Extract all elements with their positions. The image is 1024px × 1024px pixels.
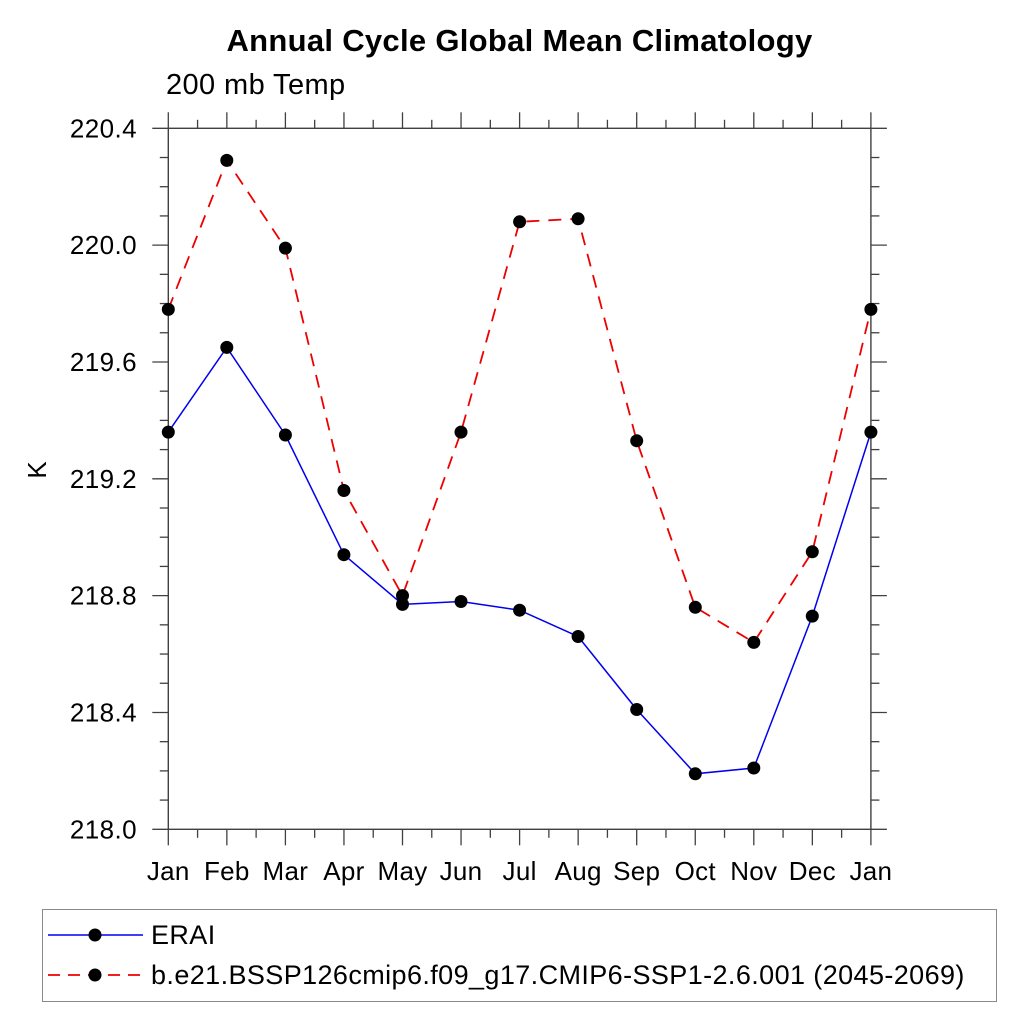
data-point-marker [688,767,702,781]
y-tick-label: 218.0 [70,814,137,844]
y-tick-label: 220.4 [70,113,137,143]
y-tick-label: 219.2 [70,464,137,494]
data-point-marker [864,302,878,316]
legend-label-erai: ERAI [151,919,216,950]
legend-marker-erai [47,926,144,944]
y-tick-label: 220.0 [70,230,137,260]
legend-label-model: b.e21.BSSP126cmip6.f09_g17.CMIP6-SSP1-2.… [151,959,965,990]
series-line-model [167,158,872,644]
x-tick-label: Jan [849,856,892,886]
data-point-marker [454,595,468,608]
x-tick-label: Dec [789,856,836,886]
data-point-marker [220,340,234,354]
data-point-marker [571,212,585,226]
legend-marker-model [47,966,144,984]
series-markers-model [161,153,878,649]
x-tick-label: Feb [204,856,250,886]
data-point-marker [571,630,585,643]
data-point-marker [220,153,234,167]
data-point-marker [688,600,702,614]
data-point-marker [278,428,292,442]
legend-item-model: b.e21.BSSP126cmip6.f09_g17.CMIP6-SSP1-2.… [47,955,996,995]
x-tick-label: Jun [440,856,483,886]
data-point-marker [396,589,409,603]
series-markers-erai [161,340,878,781]
data-point-marker [864,425,878,439]
data-point-marker [747,761,761,775]
data-point-marker [805,545,819,559]
data-point-marker [161,425,175,439]
x-tick-label: Jan [147,856,190,886]
y-axis-labels: 218.0 218.4 218.8 219.2 219.6 220.0 220.4 [70,113,137,844]
y-tick-label: 219.6 [70,347,137,377]
data-point-marker [337,484,351,497]
x-tick-label: Aug [555,856,602,886]
y-tick-label: 218.8 [70,581,137,611]
chart-canvas: 218.0 218.4 218.8 219.2 219.6 220.0 220.4 Jan Fe… [22,112,892,886]
x-axis-labels: Jan Feb Mar Apr May Jun Jul Aug Sep Oct Nov Dec Jan [147,856,892,886]
legend-dot-sample [88,928,102,942]
y-tick-label: 218.4 [70,697,137,727]
legend-dot-sample [88,968,102,982]
data-point-marker [278,241,292,255]
y-axis-ticks [152,127,887,830]
x-tick-label: Oct [675,856,717,886]
x-tick-label: Jul [503,856,537,886]
data-point-marker [454,425,468,439]
x-axis-ticks [167,112,872,846]
data-point-marker [630,703,644,716]
x-tick-label: Sep [613,856,660,886]
data-point-marker [513,603,527,617]
chart-title: Annual Cycle Global Mean Climatology [226,23,813,58]
legend-box: ERAI b.e21.BSSP126cmip6.f09_g17.CMIP6-SS… [42,909,997,1002]
plot-frame [167,127,872,831]
data-point-marker [161,302,175,316]
x-tick-label: Apr [323,856,364,886]
y-axis-title: K [22,461,52,479]
x-tick-label: May [377,856,427,886]
data-point-marker [513,215,527,229]
legend-item-erai: ERAI [47,915,996,955]
x-tick-label: Mar [263,856,309,886]
x-tick-label: Nov [730,856,777,886]
data-point-marker [805,609,819,623]
series-line-erai [167,346,872,775]
chart-subtitle: 200 mb Temp [166,69,346,101]
data-point-marker [630,434,644,448]
data-point-marker [747,635,761,649]
data-point-marker [337,548,351,562]
